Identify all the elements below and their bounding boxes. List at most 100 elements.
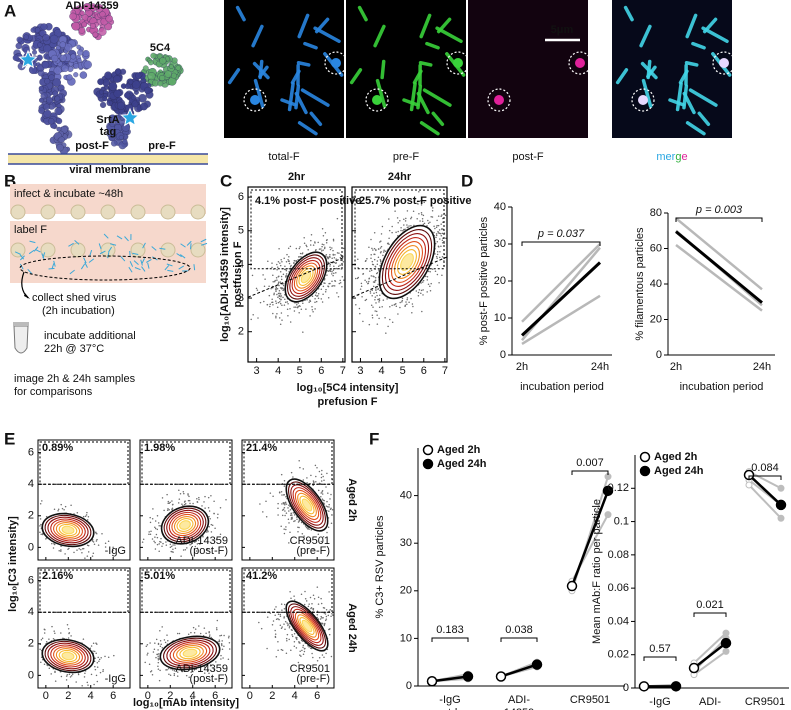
scatter-dot [406, 303, 408, 305]
scatter-dot [332, 274, 334, 277]
scatter-dot [43, 663, 46, 666]
scatter-dot [298, 526, 300, 529]
scatter-dot [341, 241, 343, 244]
scatter-dot [395, 231, 397, 234]
scatter-dot [318, 657, 321, 659]
virion [80, 263, 86, 270]
scatter-dot [280, 275, 283, 278]
scatter-dot [167, 667, 170, 670]
scatter-dot [335, 262, 338, 264]
scatter-dot [87, 684, 89, 686]
contour [44, 514, 92, 546]
scatter-dot [438, 229, 441, 231]
x-tick-label: ADI- [508, 694, 530, 706]
atom [41, 61, 50, 69]
scatter-dot [283, 603, 286, 606]
atom [12, 54, 20, 62]
scatter-dot [431, 268, 434, 270]
scatter-dot [112, 546, 114, 549]
particle [290, 69, 301, 85]
scatter-dot [292, 511, 295, 514]
scatter-dot [298, 520, 301, 522]
scatter-dot [431, 209, 434, 212]
scatter-dot [86, 544, 89, 547]
scatter-dot [380, 233, 383, 235]
scatter-dot [320, 597, 322, 600]
contour [297, 492, 317, 518]
scatter-dot [286, 253, 288, 256]
scatter-dot [401, 297, 404, 300]
scatter-dot [430, 282, 432, 285]
scatter-dot [312, 484, 314, 487]
highlight-circle [568, 51, 592, 75]
scatter-dot [207, 537, 209, 539]
scatter-dot [442, 221, 444, 224]
scatter-dot [183, 503, 186, 506]
y-tick-label: 40 [650, 278, 662, 290]
atom [66, 74, 73, 81]
scatter-dot [178, 498, 181, 500]
scatter-dot [156, 653, 158, 656]
scatter-dot [250, 318, 252, 321]
scatter-dot [275, 618, 278, 621]
scatter-dot [328, 510, 330, 512]
scatter-dot [107, 656, 110, 658]
scatter-dot [288, 262, 291, 265]
particle [296, 60, 311, 67]
scatter-dot [68, 547, 70, 550]
virion [147, 262, 150, 269]
p-value: 0.57 [649, 643, 670, 655]
x-tick-label: 6 [318, 365, 324, 377]
scatter-dot [367, 282, 369, 285]
scatter-dot [377, 298, 379, 301]
atom [113, 89, 122, 98]
scatter-dot [99, 671, 102, 674]
scatter-dot [162, 542, 164, 545]
scatter-dot [289, 245, 292, 248]
scatter-dot [278, 275, 280, 277]
scatter-dot [309, 596, 312, 599]
scatter-dot [317, 292, 320, 295]
scatter-dot [288, 638, 290, 641]
scatter-dot [330, 655, 333, 658]
scatter-dot [391, 304, 393, 307]
channel-label-part: g [675, 151, 681, 163]
scatter-dot [332, 254, 335, 256]
scatter-dot [435, 234, 438, 237]
contour [50, 518, 86, 542]
sample-label: ADI-14359 [175, 535, 228, 547]
scatter-dot [57, 510, 59, 512]
scatter-dot [40, 638, 43, 641]
scatter-dot [329, 270, 332, 272]
scatter-dot [312, 244, 315, 246]
scatter-dot [165, 541, 167, 543]
cell [100, 204, 116, 220]
scatter-dot [375, 302, 377, 304]
scatter-dot [147, 652, 149, 655]
scatter-dot [190, 631, 192, 634]
x-tick-label: 6 [110, 690, 116, 702]
step-label: label F [14, 224, 47, 236]
scatter-dot [369, 292, 372, 294]
scatter-dot [293, 310, 296, 312]
scatter-dot [374, 296, 377, 298]
atom [15, 42, 23, 50]
atom [56, 143, 64, 152]
scatter-dot [169, 674, 172, 677]
cell [190, 242, 206, 258]
scatter-dot [93, 683, 95, 686]
particle [688, 88, 718, 107]
scatter-dot [325, 608, 328, 611]
atom [42, 44, 52, 53]
scatter-dot [291, 629, 293, 632]
scatter-dot [292, 476, 294, 478]
scatter-dot [341, 275, 344, 278]
scatter-dot [325, 652, 327, 655]
cell [70, 204, 86, 220]
scatter-dot [198, 625, 200, 627]
scatter-dot [422, 279, 425, 282]
scatter-dot [373, 292, 375, 295]
atom [43, 103, 51, 111]
scatter-dot [64, 553, 66, 555]
scatter-dot [329, 628, 331, 630]
